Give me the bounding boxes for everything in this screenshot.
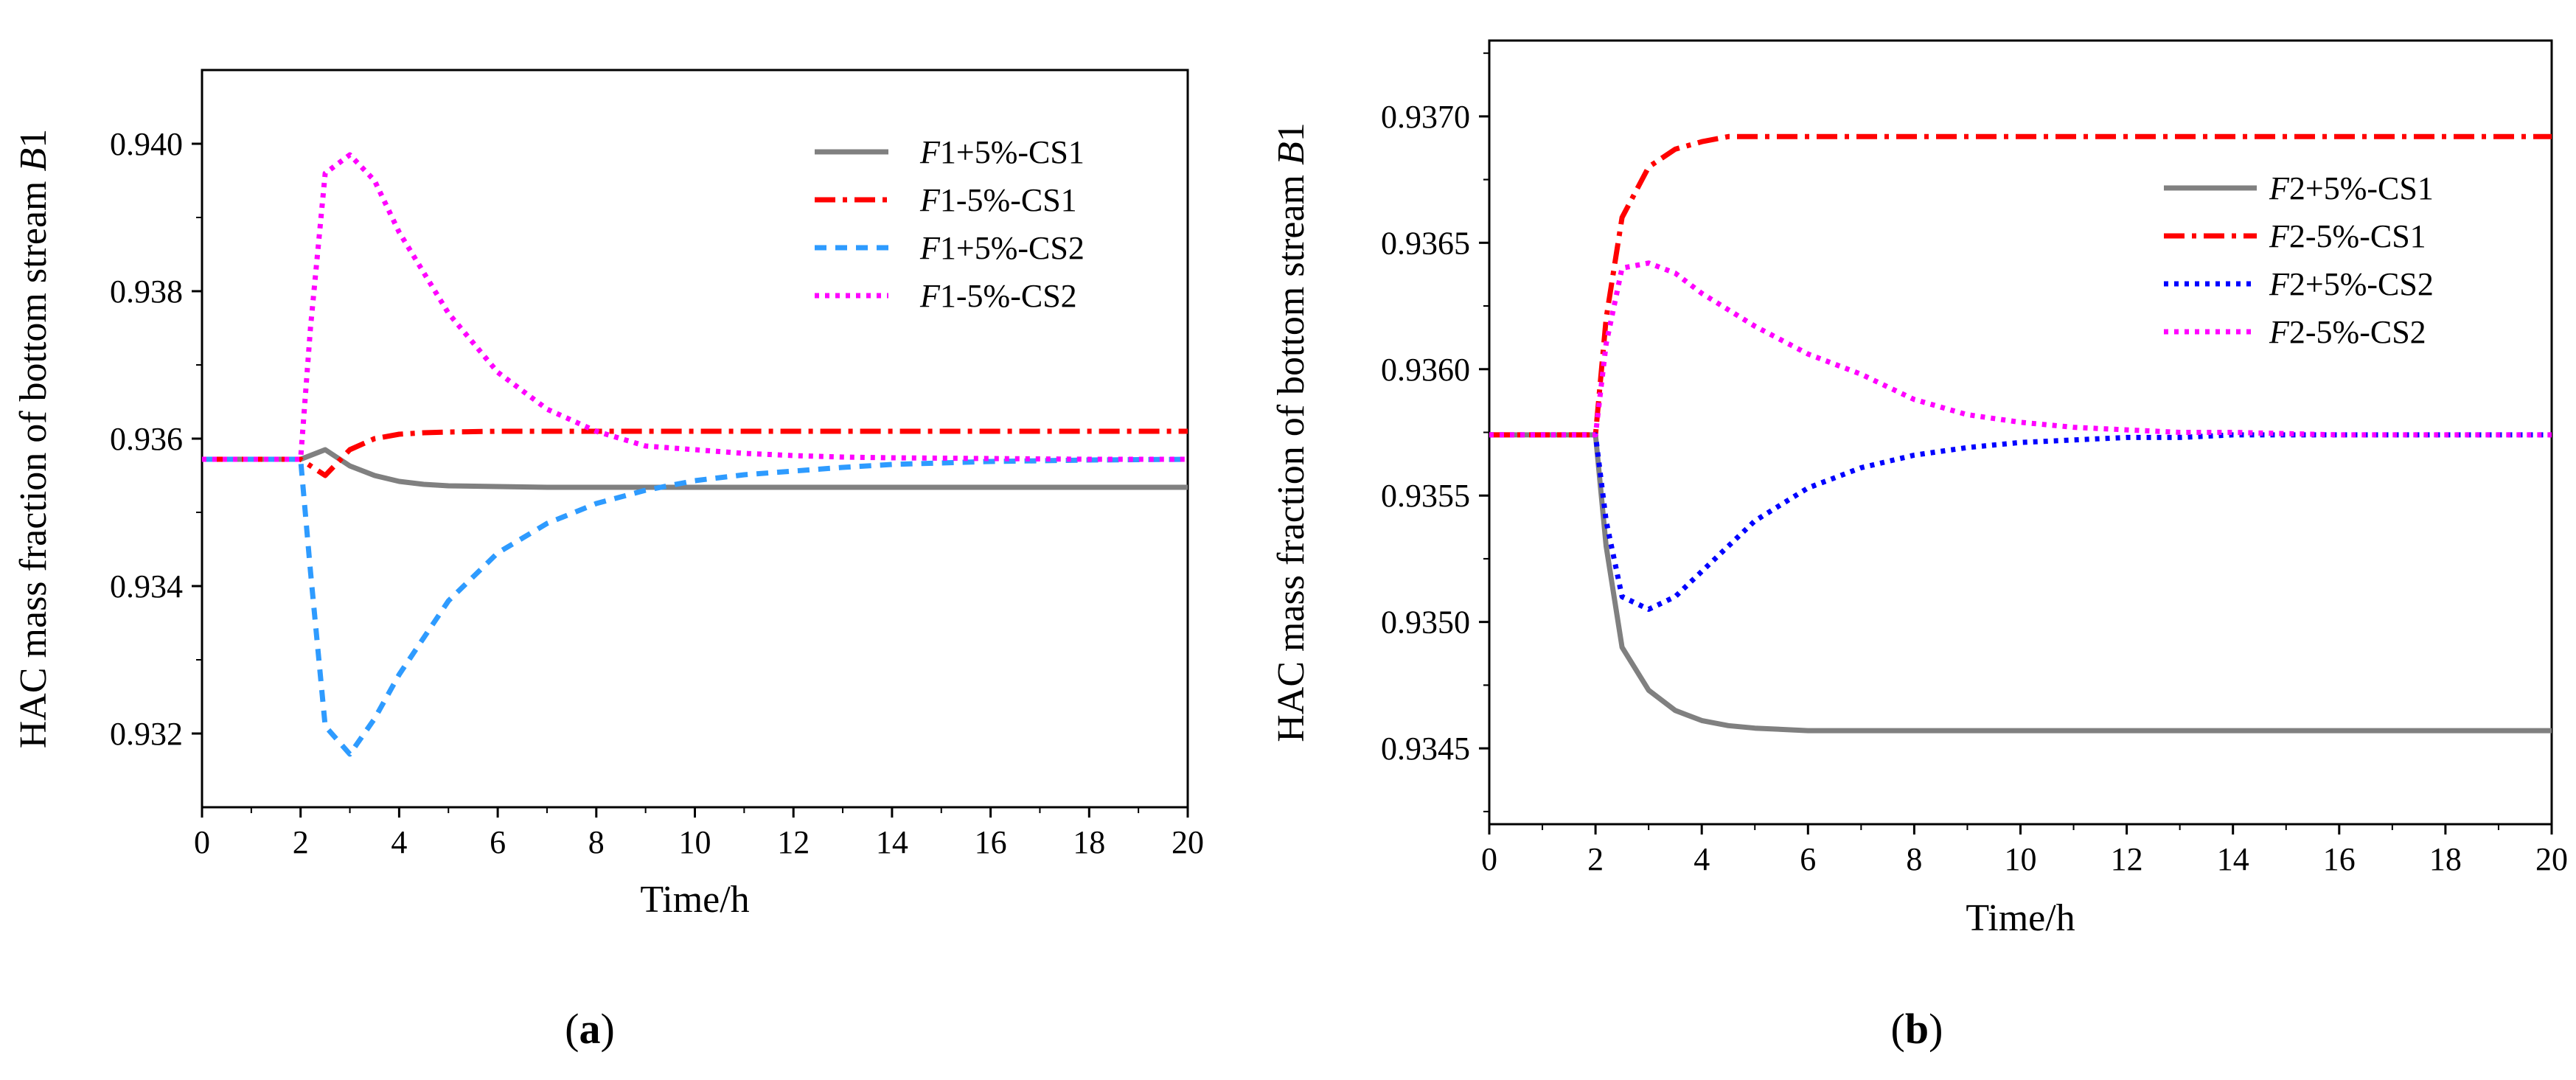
series-line-F2+5%-CS2 — [1489, 432, 2552, 612]
series-line-F1-5%-CS2 — [202, 152, 1188, 462]
y-axis-title-italic: B — [13, 148, 55, 172]
y-axis-title-suffix: 1 — [1270, 122, 1312, 142]
y-axis-title-text: HAC mass fraction of bottom stream — [1270, 165, 1312, 742]
y-tick-label: 0.932 — [110, 716, 183, 752]
x-tick-label: 18 — [2429, 841, 2462, 877]
y-tick-label: 0.9350 — [1381, 605, 1470, 641]
x-axis-title: Time/h — [1966, 897, 2075, 939]
x-tick-label: 16 — [2323, 841, 2356, 877]
y-tick-label: 0.9365 — [1381, 225, 1470, 261]
series-line-F2-5%-CS1 — [1489, 133, 2552, 438]
y-tick-label: 0.9345 — [1381, 731, 1470, 767]
x-tick-label: 12 — [777, 824, 810, 860]
y-axis-title: HAC mass fraction of bottom stream B1 — [13, 129, 55, 749]
x-tick-label: 6 — [1800, 841, 1816, 877]
panel-label: (b) — [1891, 1005, 1943, 1053]
plot-frame — [1488, 39, 2553, 826]
legend-label: F2-5%-CS2 — [2269, 314, 2426, 350]
y-tick-label: 0.9360 — [1381, 352, 1470, 388]
y-tick-label: 0.940 — [110, 126, 183, 162]
x-tick-label: 0 — [194, 824, 210, 860]
series-line-F1-5%-CS1 — [202, 428, 1188, 478]
legend-label: F2+5%-CS2 — [2269, 266, 2434, 302]
x-tick-label: 18 — [1073, 824, 1105, 860]
panel-label: (a) — [565, 1005, 615, 1053]
y-axis-title-italic: B — [1270, 142, 1312, 165]
chart-panel-b: 0 2 4 6 8 10 12 14 16 18 20 0.9345 0.9350 0.9355 0.936… — [1270, 39, 2568, 1053]
series-line-F1+5%-CS1 — [202, 447, 1188, 490]
series-line-F1+5%-CS2 — [202, 456, 1188, 757]
x-tick-label: 10 — [679, 824, 711, 860]
x-tick-label: 8 — [588, 824, 605, 860]
x-tick-label: 12 — [2111, 841, 2143, 877]
x-tick-label: 10 — [2005, 841, 2037, 877]
y-tick-label: 0.936 — [110, 421, 183, 457]
x-tick-label: 2 — [1587, 841, 1604, 877]
x-tick-label: 8 — [1906, 841, 1922, 877]
y-tick-label: 0.9370 — [1381, 99, 1470, 135]
y-axis-title: HAC mass fraction of bottom stream B1 — [1270, 122, 1312, 742]
y-tick-label: 0.934 — [110, 568, 183, 605]
legend-label: F1+5%-CS1 — [919, 134, 1085, 170]
x-tick-label: 14 — [876, 824, 908, 860]
chart-panel-a: 0 2 4 6 8 10 12 14 16 18 20 0.932 0.934 0.936 0.938 0.9… — [13, 69, 1204, 1053]
y-tick-label: 0.938 — [110, 274, 183, 310]
x-tick-label: 6 — [490, 824, 506, 860]
legend-label: F1-5%-CS2 — [919, 278, 1077, 314]
legend-label: F2-5%-CS1 — [2269, 218, 2426, 254]
x-tick-label: 0 — [1481, 841, 1497, 877]
y-axis-title-text: HAC mass fraction of bottom stream — [13, 172, 55, 749]
series-line-F2+5%-CS1 — [1489, 432, 2552, 734]
x-axis-title: Time/h — [640, 879, 749, 921]
legend-label: F1-5%-CS1 — [919, 182, 1077, 218]
x-tick-label: 16 — [975, 824, 1007, 860]
x-tick-label: 20 — [2535, 841, 2568, 877]
x-tick-label: 2 — [293, 824, 309, 860]
x-tick-label: 14 — [2217, 841, 2249, 877]
y-tick-label: 0.9355 — [1381, 478, 1470, 514]
y-axis-title-suffix: 1 — [13, 129, 55, 148]
x-tick-label: 4 — [1693, 841, 1710, 877]
legend-label: F1+5%-CS2 — [919, 230, 1085, 266]
x-tick-label: 20 — [1172, 824, 1204, 860]
series-line-F2-5%-CS2 — [1489, 260, 2552, 438]
x-tick-label: 4 — [391, 824, 407, 860]
plot-frame — [201, 69, 1189, 809]
legend-label: F2+5%-CS1 — [2269, 170, 2434, 206]
